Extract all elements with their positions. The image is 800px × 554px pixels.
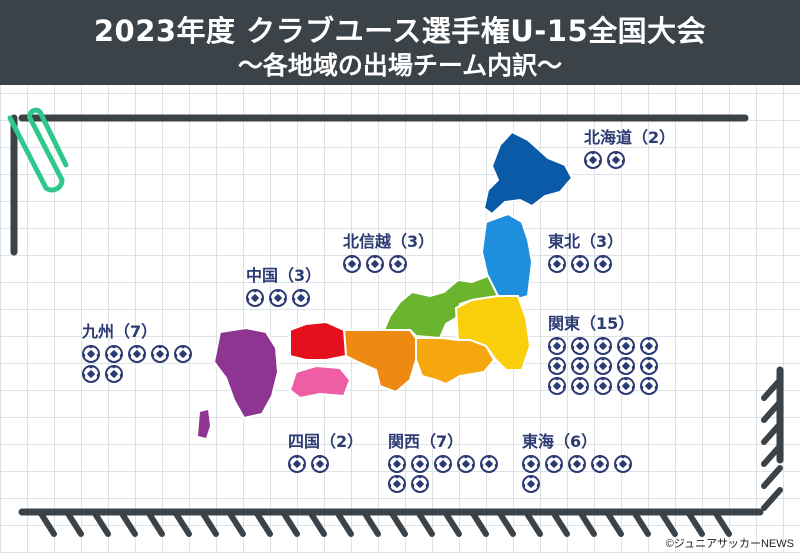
page-title: 2023年度 クラブユース選手権U-15全国大会 <box>93 14 707 48</box>
map-kansai <box>342 329 417 394</box>
region-hokushinetsu: 北信越（3） <box>343 232 434 273</box>
soccer-ball-icon <box>82 365 100 383</box>
page-subtitle: ～各地域の出場チーム内訳～ <box>237 51 563 80</box>
soccer-ball-icon <box>105 345 123 363</box>
region-label: 四国（2） <box>288 432 364 451</box>
map-hokkaido <box>482 130 574 216</box>
soccer-ball-icon <box>82 345 100 363</box>
soccer-ball-icon <box>640 357 658 375</box>
team-balls <box>388 455 500 493</box>
soccer-ball-icon <box>548 357 566 375</box>
soccer-ball-icon <box>591 455 609 473</box>
team-balls <box>343 255 434 273</box>
soccer-ball-icon <box>246 289 264 307</box>
region-label: 北信越（3） <box>343 232 435 251</box>
region-kyushu: 九州（7） <box>82 322 194 383</box>
soccer-ball-icon <box>522 475 540 493</box>
region-shikoku: 四国（2） <box>288 432 363 473</box>
soccer-ball-icon <box>366 255 384 273</box>
soccer-ball-icon <box>594 377 612 395</box>
header: 2023年度 クラブユース選手権U-15全国大会 ～各地域の出場チーム内訳～ <box>0 0 800 85</box>
soccer-ball-icon <box>607 151 625 169</box>
soccer-ball-icon <box>174 345 192 363</box>
region-label: 東北（3） <box>548 232 624 251</box>
team-balls <box>288 455 363 473</box>
region-kanto: 関東（15） <box>548 314 660 395</box>
region-hokkaido: 北海道（2） <box>584 128 675 169</box>
soccer-ball-icon <box>388 475 406 493</box>
team-balls <box>82 345 194 383</box>
soccer-ball-icon <box>292 289 310 307</box>
map-tokai <box>415 337 496 386</box>
soccer-ball-icon <box>594 357 612 375</box>
soccer-ball-icon <box>457 455 475 473</box>
soccer-ball-icon <box>522 455 540 473</box>
region-kansai: 関西（7） <box>388 432 500 493</box>
soccer-ball-icon <box>594 255 612 273</box>
soccer-ball-icon <box>548 377 566 395</box>
soccer-ball-icon <box>545 455 563 473</box>
team-balls <box>522 455 634 493</box>
map-tohoku <box>480 212 534 302</box>
region-tohoku: 東北（3） <box>548 232 623 273</box>
soccer-ball-icon <box>640 337 658 355</box>
soccer-ball-icon <box>614 455 632 473</box>
soccer-ball-icon <box>388 455 406 473</box>
region-label: 中国（3） <box>246 266 322 285</box>
soccer-ball-icon <box>411 455 429 473</box>
soccer-ball-icon <box>269 289 287 307</box>
map-kyushu <box>212 326 280 420</box>
soccer-ball-icon <box>288 455 306 473</box>
team-balls <box>246 289 321 307</box>
map-kyushu-islands <box>198 410 210 438</box>
soccer-ball-icon <box>105 365 123 383</box>
soccer-ball-icon <box>617 377 635 395</box>
region-label: 関西（7） <box>388 432 464 451</box>
credit: ©ジュニアサッカーNEWS <box>665 538 794 550</box>
soccer-ball-icon <box>584 151 602 169</box>
soccer-ball-icon <box>548 337 566 355</box>
soccer-ball-icon <box>617 357 635 375</box>
map-shikoku <box>288 364 352 400</box>
region-tokai: 東海（6） <box>522 432 634 493</box>
region-chugoku: 中国（3） <box>246 266 321 307</box>
soccer-ball-icon <box>568 455 586 473</box>
soccer-ball-icon <box>151 345 169 363</box>
soccer-ball-icon <box>343 255 361 273</box>
region-label: 東海（6） <box>522 432 598 451</box>
soccer-ball-icon <box>571 337 589 355</box>
team-balls <box>584 151 675 169</box>
region-label: 九州（7） <box>82 322 158 341</box>
frame-hatching <box>37 377 783 537</box>
soccer-ball-icon <box>389 255 407 273</box>
soccer-ball-icon <box>548 255 566 273</box>
region-label: 北海道（2） <box>584 128 676 147</box>
soccer-ball-icon <box>571 377 589 395</box>
soccer-ball-icon <box>640 377 658 395</box>
soccer-ball-icon <box>434 455 452 473</box>
soccer-ball-icon <box>311 455 329 473</box>
soccer-ball-icon <box>480 455 498 473</box>
soccer-ball-icon <box>617 337 635 355</box>
soccer-ball-icon <box>411 475 429 493</box>
paper-clip-icon <box>7 107 69 193</box>
soccer-ball-icon <box>571 255 589 273</box>
team-balls <box>548 255 623 273</box>
region-label: 関東（15） <box>548 314 635 333</box>
soccer-ball-icon <box>571 357 589 375</box>
map-chugoku <box>289 320 348 361</box>
soccer-ball-icon <box>594 337 612 355</box>
soccer-ball-icon <box>128 345 146 363</box>
team-balls <box>548 337 660 395</box>
